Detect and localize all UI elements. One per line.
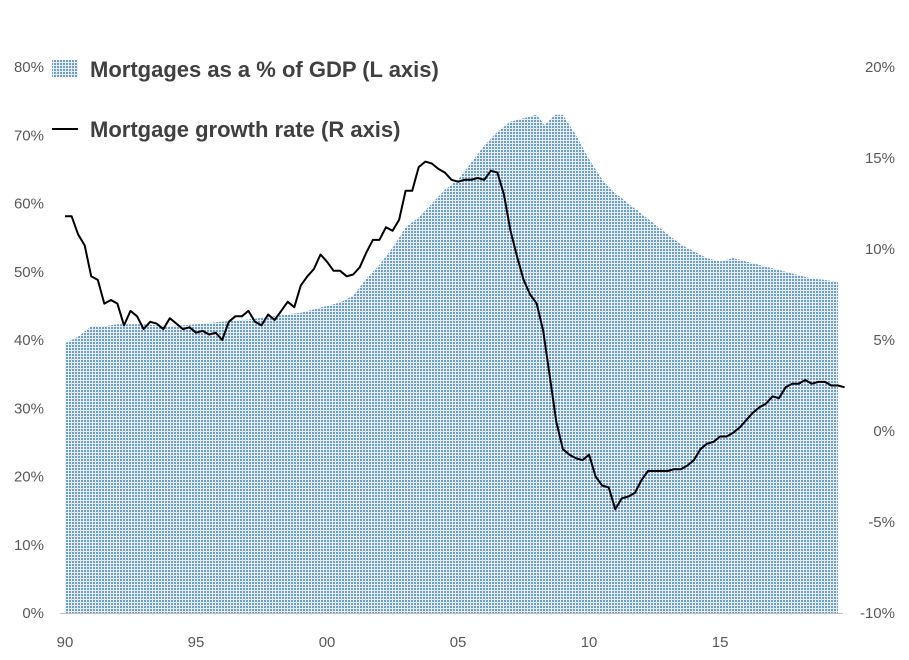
x-tick-label: 00 [319, 634, 336, 651]
y-left-tick-label: 40% [14, 332, 44, 349]
line-series-layer [65, 160, 845, 511]
legend: Mortgages as a % of GDP (L axis) Mortgag… [52, 57, 439, 142]
y-left-tick-label: 50% [14, 264, 44, 281]
y-left-tick-label: 30% [14, 400, 44, 417]
x-tick-label: 05 [450, 634, 467, 651]
y-right-tick-label: 5% [873, 332, 895, 349]
x-tick-label: 90 [57, 634, 74, 651]
legend-label-mortgages-gdp: Mortgages as a % of GDP (L axis) [90, 57, 439, 82]
tick-labels-layer: 0% 10% 20% 30% 40% 50% 60% 70% 80% -10% -5% 0% 5% 10%… [14, 59, 895, 651]
area-series-layer [65, 114, 838, 614]
y-right-tick-label: -5% [868, 514, 895, 531]
series-mortgage-growth-line [65, 160, 845, 511]
y-left-tick-label: 10% [14, 537, 44, 554]
x-tick-label: 15 [712, 634, 729, 651]
legend-label-growth-rate: Mortgage growth rate (R axis) [90, 117, 400, 142]
y-left-tick-label: 70% [14, 127, 44, 144]
x-tick-label: 95 [188, 634, 205, 651]
y-right-tick-label: 0% [873, 423, 895, 440]
series-mortgages-gdp-area [65, 114, 838, 614]
y-left-tick-label: 80% [14, 59, 44, 76]
y-left-tick-label: 0% [22, 605, 44, 622]
y-right-tick-label: 10% [865, 241, 895, 258]
y-right-tick-label: 15% [865, 150, 895, 167]
y-right-tick-label: 20% [865, 59, 895, 76]
x-tick-label: 10 [581, 634, 598, 651]
y-left-tick-label: 60% [14, 196, 44, 213]
y-right-tick-label: -10% [860, 605, 895, 622]
y-left-tick-label: 20% [14, 469, 44, 486]
legend-swatch-mortgages-gdp [52, 60, 78, 77]
